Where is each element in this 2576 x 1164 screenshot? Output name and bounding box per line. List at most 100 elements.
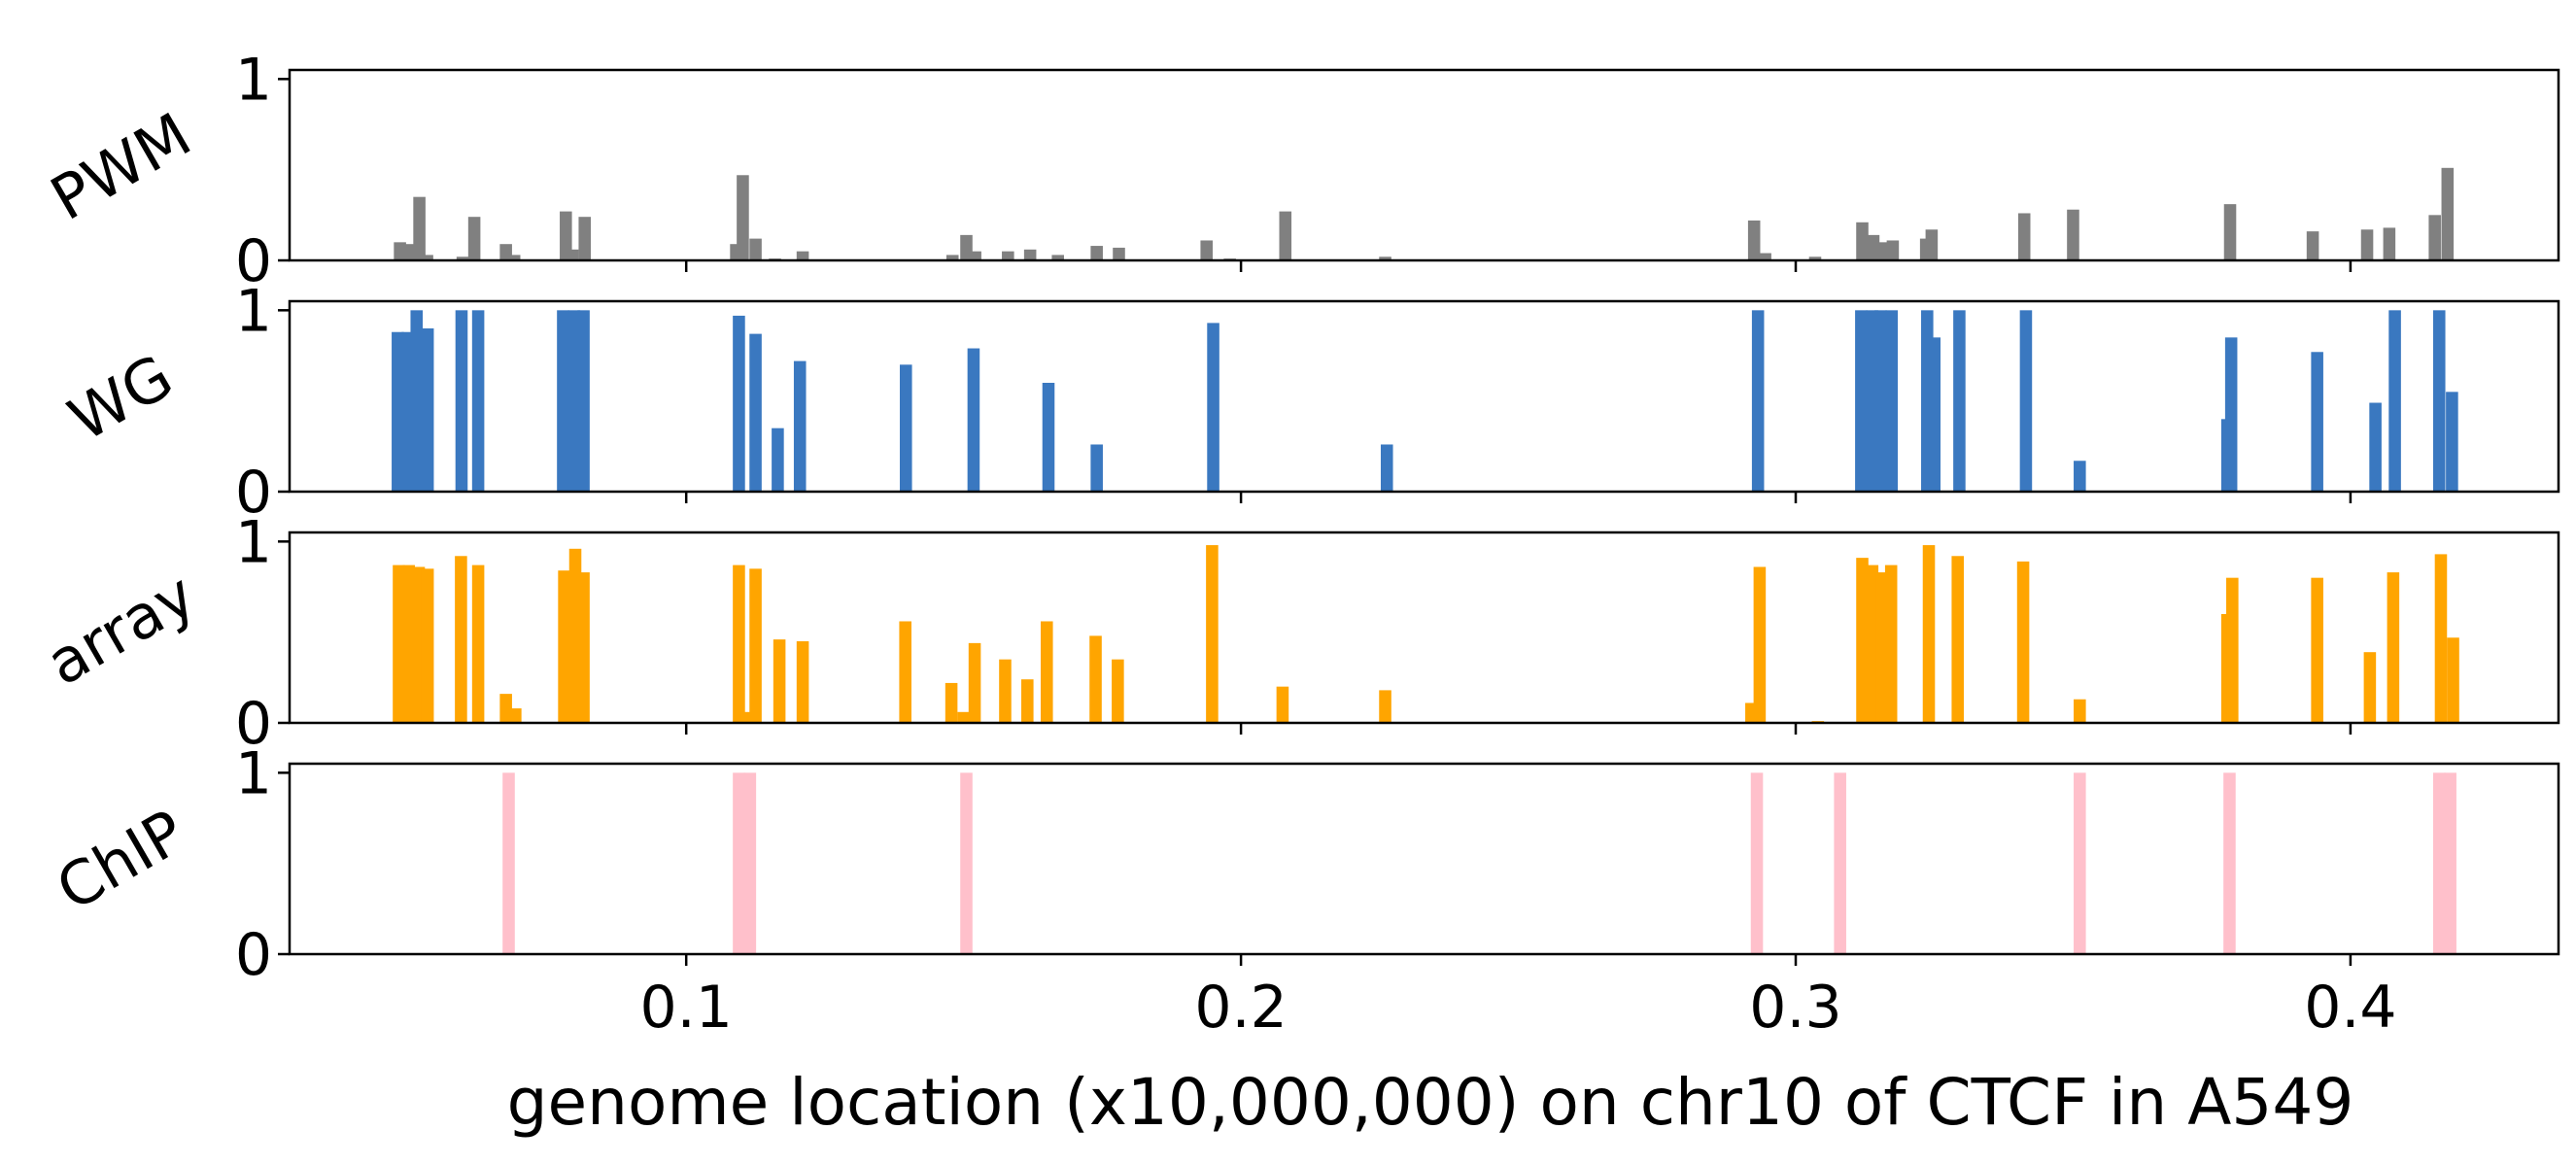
bar-pwm-9	[566, 249, 579, 260]
bar-array-5	[471, 565, 485, 723]
bar-wg-18	[1380, 444, 1393, 492]
bar-array-11	[733, 565, 745, 723]
panel-wg: 0 1 WG	[57, 277, 2560, 527]
series-label-chip: ChIP	[45, 796, 196, 924]
bar-pwm-26	[1279, 211, 1292, 260]
bar-array-13	[749, 568, 762, 723]
bar-array-3	[421, 568, 434, 723]
bar-wg-4	[455, 310, 468, 492]
bar-pwm-22	[1090, 246, 1103, 260]
bar-wg-15	[1042, 383, 1055, 492]
bar-pwm-30	[1808, 257, 1822, 260]
bar-pwm-18	[969, 251, 981, 260]
bar-pwm-24	[1200, 240, 1213, 260]
bar-pwm-40	[2306, 231, 2319, 260]
bar-wg-10	[749, 333, 762, 492]
bar-chip-4	[1750, 772, 1764, 954]
bar-wg-22	[1874, 310, 1887, 492]
bar-pwm-0	[394, 242, 406, 260]
bar-wg-35	[2446, 392, 2458, 492]
bar-array-32	[1866, 565, 1879, 723]
bar-array-17	[945, 682, 958, 723]
bar-array-19	[968, 642, 981, 723]
bar-array-0	[393, 565, 405, 723]
bar-wg-14	[967, 348, 980, 492]
bar-pwm-38	[2067, 209, 2079, 260]
series-label-wg: WG	[57, 340, 185, 455]
series-label-array: array	[35, 559, 207, 700]
bar-wg-19	[1751, 310, 1765, 492]
bar-array-20	[999, 659, 1012, 723]
bar-pwm-8	[560, 211, 572, 260]
bar-pwm-29	[1759, 253, 1771, 260]
bar-chip-7	[2223, 772, 2236, 954]
bar-pwm-44	[2441, 167, 2455, 260]
bar-pwm-34	[1886, 240, 1900, 260]
bar-pwm-32	[1867, 234, 1880, 260]
bar-wg-33	[2388, 310, 2401, 492]
bar-array-43	[2387, 572, 2400, 723]
bar-wg-13	[900, 364, 912, 492]
bar-array-16	[899, 621, 911, 723]
bar-wg-30	[2224, 337, 2238, 492]
plot-frame	[288, 299, 2560, 494]
bar-pwm-21	[1051, 255, 1064, 260]
bar-array-37	[2016, 561, 2030, 723]
bar-chip-0	[502, 772, 515, 954]
bar-pwm-1	[403, 244, 417, 260]
bar-pwm-16	[945, 255, 959, 260]
bar-array-10	[577, 572, 590, 723]
y-tick-label: 0	[235, 227, 272, 295]
bar-array-33	[1875, 572, 1888, 723]
bar-wg-16	[1090, 444, 1103, 492]
bar-array-1	[402, 565, 416, 723]
panel-array: 0 1 array	[35, 508, 2560, 758]
bar-array-44	[2434, 554, 2448, 723]
bar-chip-8	[2432, 772, 2446, 954]
bar-array-6	[499, 694, 512, 723]
bar-pwm-12	[737, 175, 749, 260]
bar-wg-11	[772, 428, 784, 492]
bar-chip-1	[733, 772, 745, 954]
bar-pwm-31	[1856, 222, 1869, 260]
bar-wg-17	[1207, 323, 1219, 492]
bar-pwm-20	[1023, 249, 1037, 260]
bar-array-42	[2363, 652, 2377, 723]
bar-array-8	[558, 570, 570, 723]
bar-array-25	[1206, 545, 1219, 723]
bar-wg-12	[793, 360, 807, 492]
panel-chip: 0 1 0.1 0.2 0.3 0.4 ChIP	[45, 739, 2560, 1042]
x-tick-label: 0.2	[1194, 974, 1287, 1042]
bar-wg-8	[577, 310, 590, 492]
bar-pwm-7	[507, 255, 521, 260]
panel-pwm: 0 1 PWM	[39, 46, 2560, 295]
bar-pwm-36	[1925, 229, 1939, 260]
bar-pwm-39	[2223, 204, 2237, 260]
bar-wg-31	[2311, 352, 2323, 492]
y-tick-label: 0	[235, 690, 272, 758]
bar-pwm-5	[467, 217, 481, 260]
plot-frame	[288, 68, 2560, 262]
y-tick-label: 0	[235, 921, 272, 989]
plot-frame	[288, 762, 2560, 956]
bar-array-36	[1951, 556, 1964, 723]
bar-array-31	[1856, 558, 1869, 723]
bar-array-21	[1021, 679, 1034, 723]
bar-wg-26	[1953, 310, 1966, 492]
bar-pwm-42	[2383, 227, 2396, 260]
bar-wg-28	[2074, 461, 2086, 492]
bar-chip-2	[743, 772, 757, 954]
bar-wg-2	[410, 310, 424, 492]
x-tick-label: 0.4	[2304, 974, 2396, 1042]
bar-array-24	[1112, 659, 1124, 723]
y-tick-label: 1	[235, 739, 272, 807]
bar-pwm-43	[2428, 215, 2441, 260]
bar-pwm-13	[749, 238, 762, 260]
bar-array-18	[957, 711, 970, 723]
bar-array-27	[1379, 690, 1391, 723]
x-axis-title: genome location (x10,000,000) on chr10 o…	[507, 1065, 2354, 1140]
y-tick-label: 1	[235, 277, 272, 345]
bar-wg-5	[471, 310, 485, 492]
bar-pwm-10	[578, 217, 591, 260]
bar-pwm-2	[413, 196, 426, 260]
